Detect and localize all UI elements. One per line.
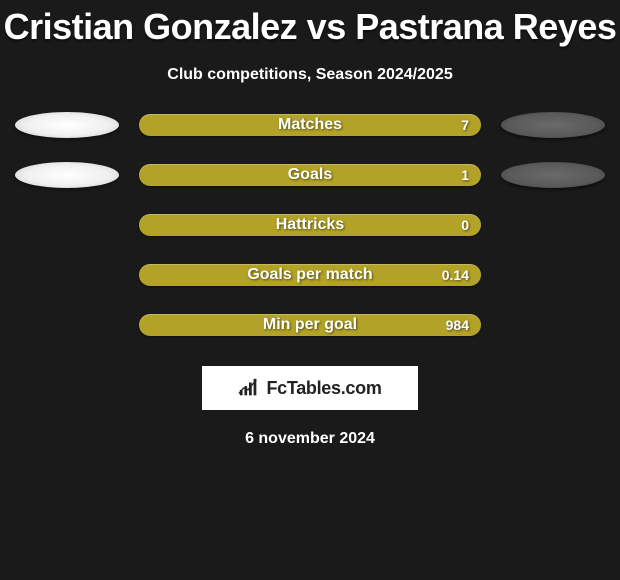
stat-bar: Goals per match0.14 (139, 264, 481, 286)
ellipse-spacer (501, 212, 605, 238)
ellipse-spacer (15, 312, 119, 338)
branding-box: FcTables.com (202, 366, 418, 410)
stat-label: Goals (139, 166, 481, 184)
stat-value: 0 (461, 217, 469, 233)
stat-row: Min per goal984 (0, 312, 620, 338)
player1-ellipse (15, 162, 119, 188)
stats-container: Matches7Goals1Hattricks0Goals per match0… (0, 112, 620, 338)
page-title: Cristian Gonzalez vs Pastrana Reyes (0, 0, 620, 48)
stat-row: Matches7 (0, 112, 620, 138)
player2-ellipse (501, 162, 605, 188)
stat-bar: Matches7 (139, 114, 481, 136)
bar-chart-icon (238, 377, 260, 399)
player1-ellipse (15, 112, 119, 138)
stat-value: 1 (461, 167, 469, 183)
ellipse-spacer (501, 312, 605, 338)
subtitle: Club competitions, Season 2024/2025 (0, 66, 620, 84)
stat-value: 984 (446, 317, 469, 333)
stat-value: 7 (461, 117, 469, 133)
stat-label: Min per goal (139, 316, 481, 334)
stat-row: Goals per match0.14 (0, 262, 620, 288)
footer-date: 6 november 2024 (0, 430, 620, 448)
stat-label: Hattricks (139, 216, 481, 234)
ellipse-spacer (501, 262, 605, 288)
branding-text: FcTables.com (266, 378, 381, 399)
stat-bar: Goals1 (139, 164, 481, 186)
ellipse-spacer (15, 262, 119, 288)
stat-row: Goals1 (0, 162, 620, 188)
stat-bar: Min per goal984 (139, 314, 481, 336)
stat-row: Hattricks0 (0, 212, 620, 238)
ellipse-spacer (15, 212, 119, 238)
stat-value: 0.14 (442, 267, 469, 283)
player2-ellipse (501, 112, 605, 138)
stat-label: Matches (139, 116, 481, 134)
stat-bar: Hattricks0 (139, 214, 481, 236)
stat-label: Goals per match (139, 266, 481, 284)
